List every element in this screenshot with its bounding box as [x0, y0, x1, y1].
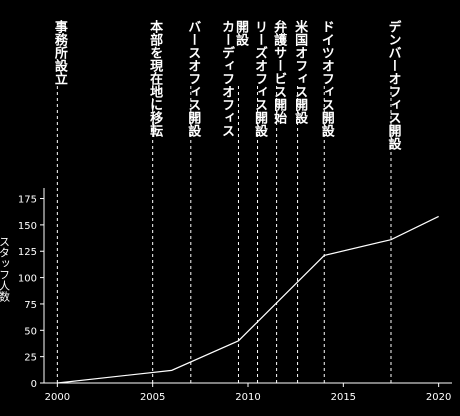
y-tick-label: 150	[18, 221, 37, 232]
annotation-label: リーズオフィス開設	[252, 20, 268, 138]
y-axis-label: スタッフ人数	[0, 236, 11, 303]
annotation-label: 本部を現在地に移転	[147, 19, 163, 138]
annotation-label: カーディフオフィス	[219, 20, 235, 137]
annotation-label: バースオフィス開設	[185, 20, 201, 138]
y-tick-label: 0	[31, 379, 37, 390]
x-tick-label: 2020	[426, 392, 451, 403]
x-tick-label: 2010	[235, 392, 260, 403]
x-tick-label: 2005	[140, 392, 165, 403]
annotation-group: 事務所設立 本部を現在地に移転 バースオフィス開設 カーディフオフィス 開設 リーズオフィ…	[52, 19, 401, 383]
series-group	[57, 215, 439, 384]
annotation-label: 米国オフィス開設	[292, 19, 308, 125]
y-tick-label: 75	[24, 300, 37, 311]
y-tick-label: 100	[18, 274, 37, 285]
annotation-label: 開設	[233, 20, 249, 47]
annotation-label: 弁護サービス開始	[271, 19, 287, 125]
annotation-label: ドイツオフィス開設	[319, 20, 335, 138]
annotation-label: 事務所設立	[52, 19, 68, 85]
y-tick-label: 50	[24, 326, 37, 337]
y-tick-label: 125	[18, 247, 37, 258]
axes-group: 2000 2005 2010 2015 2020 0 25 50 75 100 125 150 175	[18, 188, 452, 403]
y-tick-label: 175	[18, 195, 37, 206]
x-tick-label: 2015	[331, 392, 356, 403]
x-tick-label: 2000	[45, 392, 70, 403]
y-tick-label: 25	[24, 353, 37, 364]
annotation-label: デンバーオフィス開設	[385, 19, 401, 151]
series-line	[57, 215, 439, 384]
